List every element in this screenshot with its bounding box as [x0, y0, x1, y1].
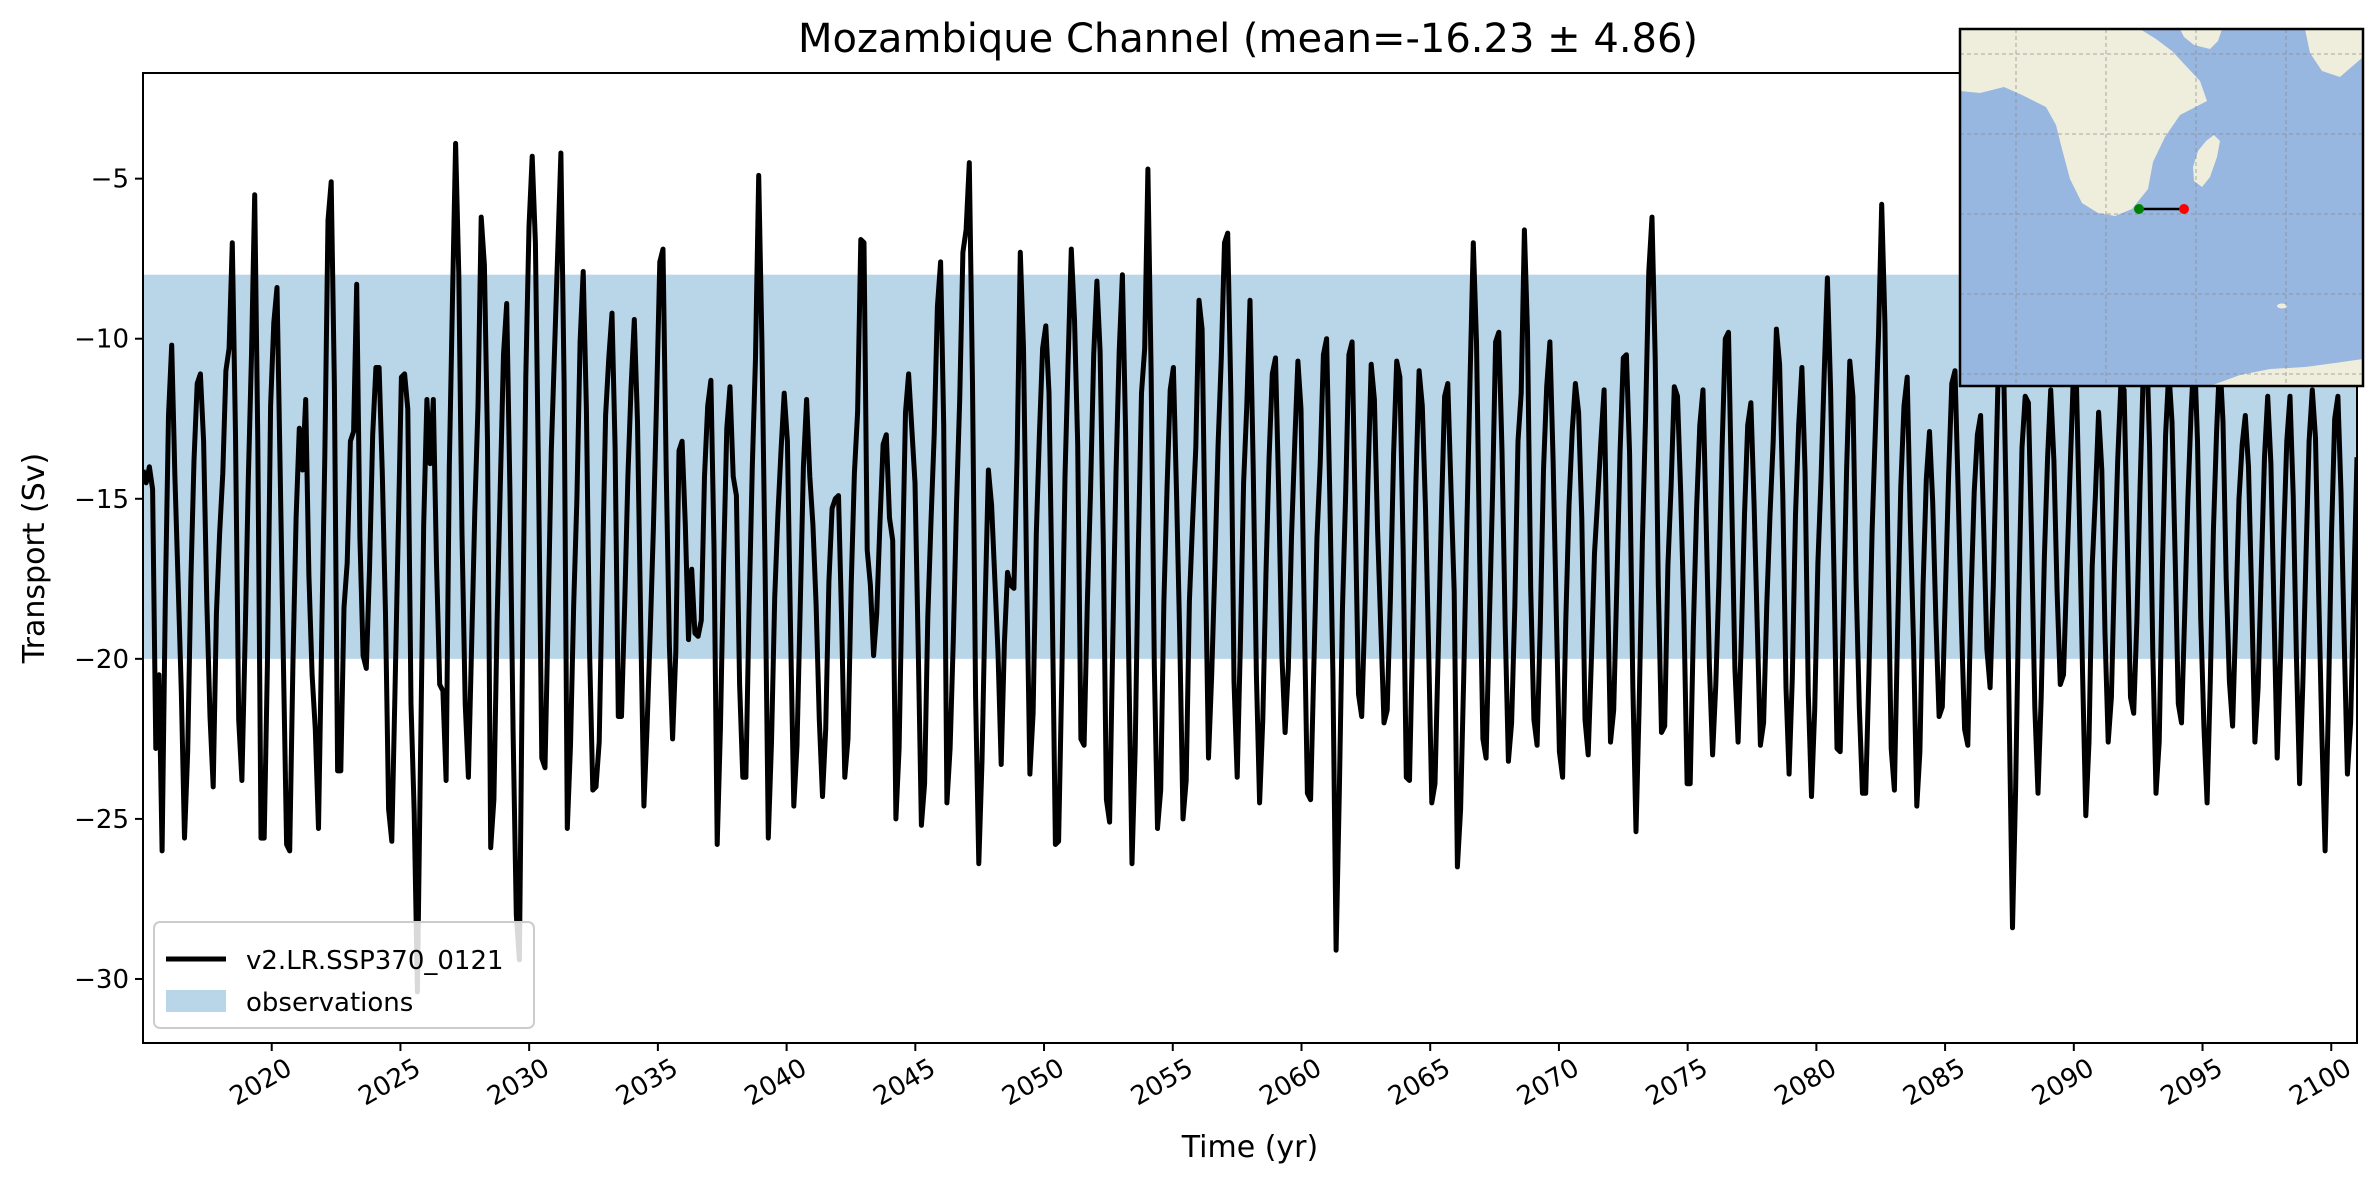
legend-patch-swatch [166, 990, 226, 1012]
legend: v2.LR.SSP370_0121 observations [153, 921, 535, 1029]
legend-label-model: v2.LR.SSP370_0121 [246, 946, 504, 976]
y-tick-label: −5 [91, 165, 129, 195]
x-axis-label: Time (yr) [1181, 1130, 1318, 1165]
y-tick-label: −25 [74, 805, 129, 835]
inset-gridlines [1960, 29, 2363, 386]
inset-land-arabia [2180, 29, 2222, 49]
legend-box [153, 921, 535, 1029]
series-line-0 [143, 140, 2357, 995]
y-axis-ticks: −30 −25 −20 −15 −10 −5 [74, 165, 143, 995]
y-tick-label: −20 [74, 645, 129, 675]
plot-frame [142, 72, 2358, 1044]
inset-section-start-marker [2134, 204, 2144, 214]
y-tick-label: −30 [74, 965, 129, 995]
y-tick-label: −10 [74, 325, 129, 355]
chart-title: Mozambique Channel (mean=-16.23 ± 4.86) [798, 16, 1698, 62]
y-axis-label: Transport (Sv) [17, 453, 52, 665]
inset-section-end-marker [2179, 204, 2189, 214]
inset-land-australia [2305, 29, 2363, 77]
inset-land-island [2277, 303, 2287, 309]
inset-map [1958, 27, 2365, 388]
series-layer [143, 140, 2357, 995]
inset-frame [1958, 27, 2365, 388]
inset-land-africa [1960, 29, 2207, 216]
y-tick-label: −15 [74, 485, 129, 515]
inset-land-madagascar [2193, 135, 2220, 187]
legend-label-observations: observations [246, 988, 413, 1018]
